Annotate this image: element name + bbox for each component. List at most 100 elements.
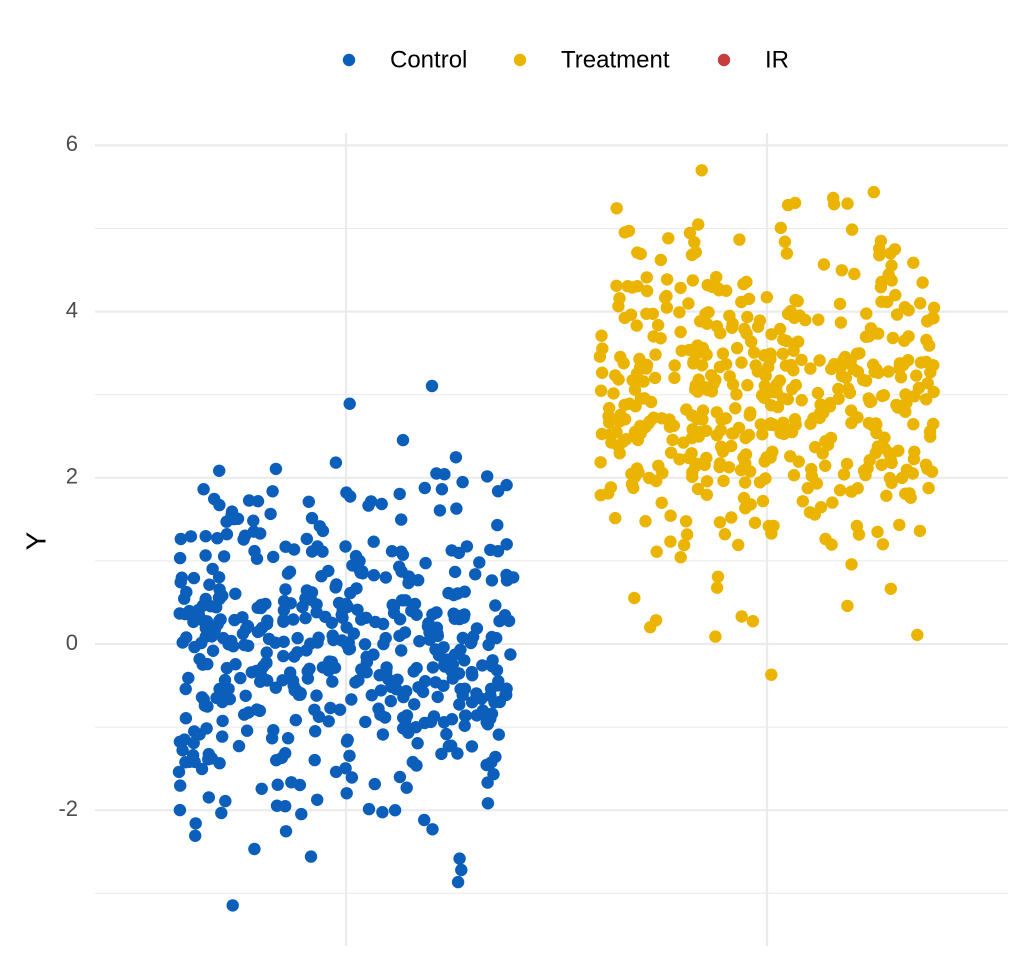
data-point-treatment: [904, 491, 917, 504]
data-point-control: [426, 661, 440, 674]
data-point-control: [488, 696, 501, 709]
data-point-treatment: [845, 404, 858, 417]
data-point-treatment: [612, 300, 625, 313]
data-point-treatment: [692, 373, 705, 386]
data-point-treatment: [644, 395, 658, 409]
y-tick-label: 2: [66, 464, 78, 489]
data-point-treatment: [594, 456, 607, 469]
data-point-control: [402, 576, 415, 590]
data-point-control: [316, 661, 330, 674]
data-point-control: [316, 545, 329, 558]
data-point-treatment: [850, 519, 864, 533]
data-point-treatment: [792, 335, 805, 348]
data-point-control: [425, 379, 439, 393]
data-point-control: [211, 532, 224, 545]
data-point-control: [269, 462, 283, 476]
data-point-treatment: [717, 474, 730, 488]
data-point-treatment: [804, 417, 817, 430]
data-point-treatment: [825, 362, 838, 376]
data-point-control: [418, 481, 431, 495]
data-point-treatment: [866, 418, 879, 432]
y-tick-label: 0: [66, 630, 78, 655]
data-point-treatment: [711, 570, 725, 583]
data-point-treatment: [647, 330, 660, 343]
data-point-control: [419, 556, 432, 570]
data-point-treatment: [594, 489, 607, 502]
data-point-control: [270, 754, 283, 767]
data-point-treatment: [744, 406, 757, 419]
data-point-treatment: [628, 383, 642, 396]
data-point-treatment: [630, 367, 644, 380]
data-point-treatment: [812, 313, 825, 326]
data-point-control: [277, 613, 290, 627]
data-point-control: [300, 532, 313, 546]
data-point-control: [397, 690, 410, 704]
legend-key-treatment: [513, 53, 527, 67]
data-point-control: [470, 709, 483, 722]
data-point-treatment: [889, 288, 902, 302]
data-point-treatment: [813, 354, 826, 367]
data-point-treatment: [664, 446, 678, 459]
data-point-treatment: [742, 292, 756, 306]
data-point-treatment: [765, 668, 778, 681]
data-point-control: [433, 504, 447, 517]
data-point-control: [201, 625, 214, 638]
data-point-control: [445, 713, 459, 726]
data-point-control: [283, 565, 297, 578]
data-point-control: [459, 709, 472, 722]
data-point-control: [484, 543, 497, 557]
data-point-treatment: [649, 348, 662, 361]
data-point-treatment: [595, 366, 609, 379]
data-point-treatment: [694, 315, 707, 328]
data-point-treatment: [632, 466, 645, 479]
data-point-treatment: [727, 427, 740, 440]
data-point-control: [180, 585, 193, 599]
data-point-treatment: [921, 314, 934, 328]
data-point-treatment: [662, 232, 675, 245]
data-point-treatment: [593, 350, 607, 363]
data-point-treatment: [859, 468, 872, 482]
data-point-control: [260, 646, 273, 659]
data-point-treatment: [673, 453, 686, 466]
data-point-treatment: [877, 389, 891, 402]
data-point-control: [333, 703, 347, 716]
data-point-control: [262, 632, 276, 646]
data-point-control: [304, 850, 318, 863]
data-point-control: [375, 497, 388, 511]
data-point-control: [430, 467, 443, 480]
data-point-control: [310, 689, 323, 702]
data-point-control: [466, 669, 479, 682]
data-point-treatment: [763, 386, 776, 399]
data-point-treatment: [817, 258, 831, 271]
data-point-treatment: [642, 417, 655, 430]
data-point-control: [184, 530, 198, 543]
data-point-control: [344, 586, 357, 600]
data-point-control: [261, 614, 274, 627]
data-point-control: [399, 594, 412, 607]
data-point-control: [340, 787, 353, 800]
data-point-treatment: [778, 235, 792, 248]
data-point-control: [215, 806, 228, 820]
data-point-treatment: [833, 297, 847, 311]
data-point-treatment: [710, 270, 723, 284]
data-point-treatment: [623, 397, 636, 410]
data-point-treatment: [805, 462, 818, 476]
data-point-control: [197, 483, 210, 496]
data-point-control: [305, 545, 319, 558]
data-point-treatment: [701, 278, 714, 292]
data-point-treatment: [777, 333, 790, 346]
data-point-treatment: [700, 488, 713, 501]
data-point-treatment: [824, 396, 837, 410]
data-point-control: [395, 513, 408, 526]
data-point-treatment: [893, 518, 906, 532]
data-point-treatment: [640, 284, 654, 298]
data-point-treatment: [833, 484, 847, 497]
data-point-treatment: [748, 516, 762, 529]
data-point-control: [387, 606, 401, 620]
data-point-treatment: [730, 388, 743, 401]
data-point-control: [339, 597, 353, 611]
data-point-treatment: [668, 359, 681, 372]
data-point-control: [449, 451, 463, 464]
data-point-treatment: [735, 610, 748, 623]
data-point-treatment: [927, 359, 940, 372]
